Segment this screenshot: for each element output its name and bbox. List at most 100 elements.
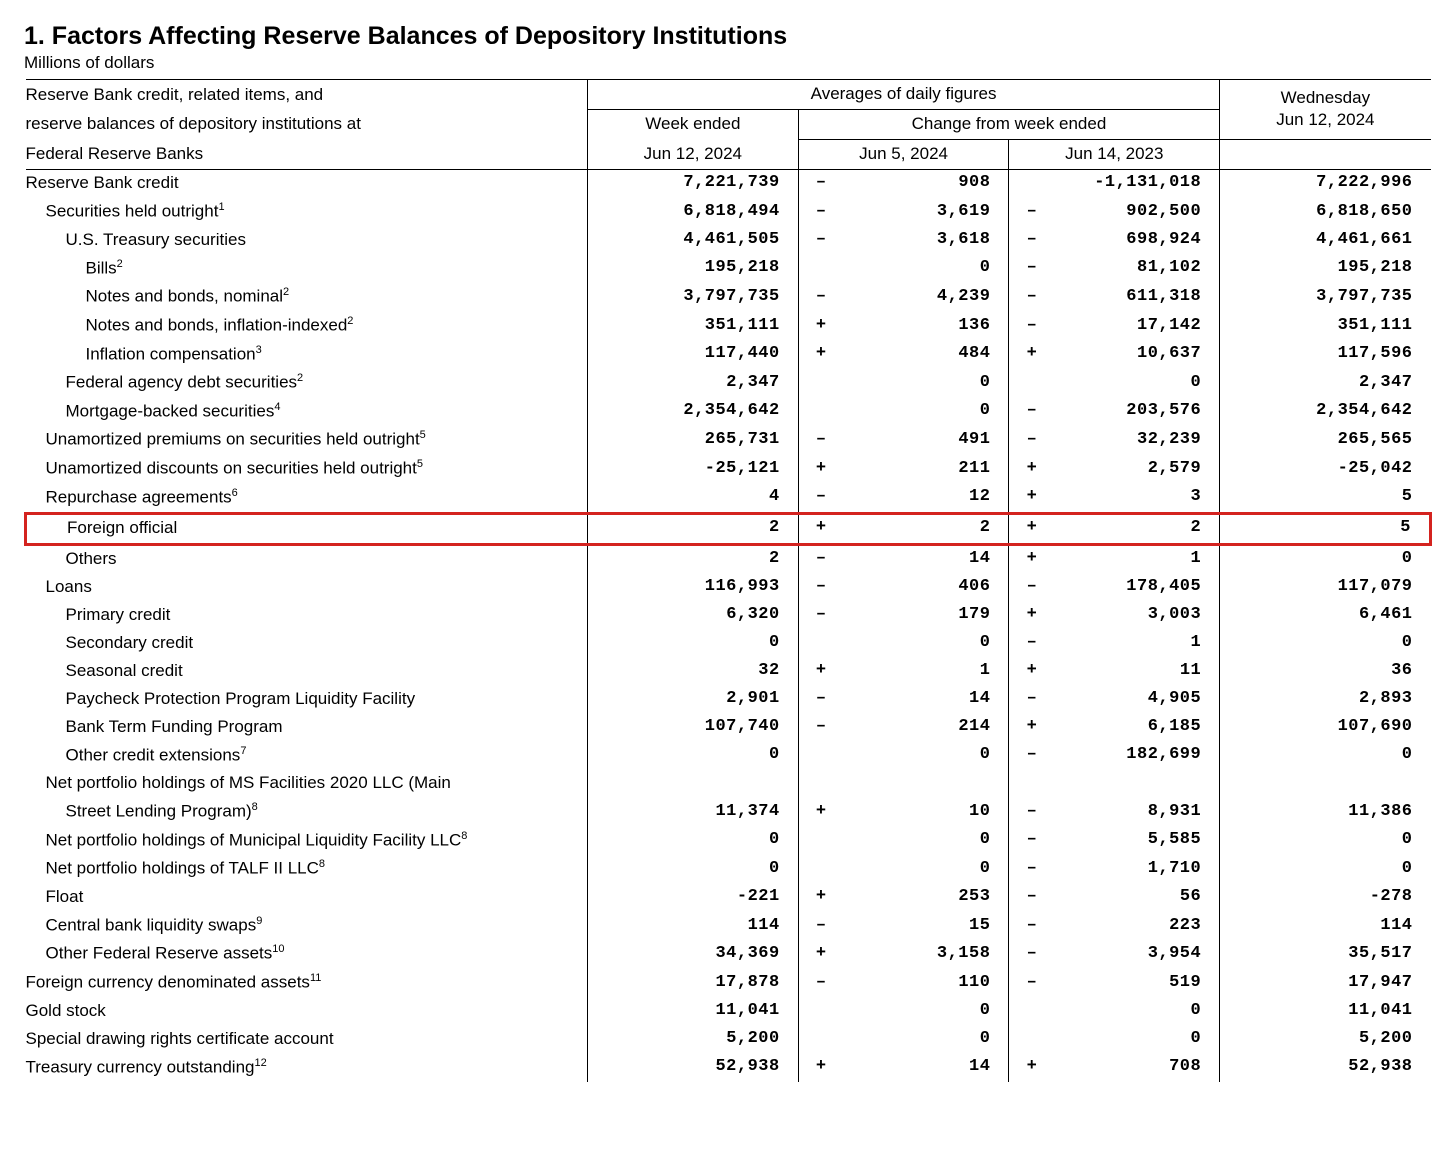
- sign-change2: –: [1009, 940, 1044, 969]
- sign-change2: –: [1009, 629, 1044, 657]
- hdr-change1: Jun 5, 2024: [798, 139, 1009, 169]
- value-change1: 0: [833, 629, 1009, 657]
- sign-change1: [798, 1025, 833, 1053]
- sign-change2: +: [1009, 657, 1044, 685]
- value-change1: 136: [833, 311, 1009, 340]
- sign-change2: –: [1009, 883, 1044, 911]
- value-change2: 611,318: [1044, 283, 1220, 312]
- value-change1: 14: [833, 544, 1009, 573]
- value-wednesday: 4,461,661: [1220, 226, 1431, 254]
- value-week: 4: [587, 483, 798, 513]
- value-change1: 110: [833, 969, 1009, 998]
- value-week: 117,440: [587, 340, 798, 369]
- row-label: Special drawing rights certificate accou…: [26, 1025, 588, 1053]
- sign-change1: [798, 997, 833, 1025]
- row-label: Repurchase agreements6: [26, 483, 588, 513]
- row-label: Unamortized premiums on securities held …: [26, 426, 588, 455]
- sign-change2: +: [1009, 1053, 1044, 1082]
- value-week: 6,818,494: [587, 198, 798, 227]
- table-row: Mortgage-backed securities42,354,6420–20…: [26, 397, 1431, 426]
- value-wednesday: 0: [1220, 855, 1431, 884]
- sign-change2: [1009, 169, 1044, 197]
- value-change2: [1044, 770, 1220, 798]
- row-label: Reserve Bank credit: [26, 169, 588, 197]
- value-week: 3,797,735: [587, 283, 798, 312]
- value-change2: 0: [1044, 997, 1220, 1025]
- value-change2: 902,500: [1044, 198, 1220, 227]
- sign-change2: –: [1009, 969, 1044, 998]
- value-week: 351,111: [587, 311, 798, 340]
- sign-change1: –: [798, 169, 833, 197]
- sign-change2: +: [1009, 713, 1044, 741]
- value-wednesday: 195,218: [1220, 254, 1431, 283]
- table-row: Other Federal Reserve assets1034,369+3,1…: [26, 940, 1431, 969]
- sign-change2: [1009, 770, 1044, 798]
- value-week: 2,354,642: [587, 397, 798, 426]
- value-wednesday: 265,565: [1220, 426, 1431, 455]
- sign-change1: [798, 741, 833, 770]
- value-wednesday: 3,797,735: [1220, 283, 1431, 312]
- table-row: Inflation compensation3117,440+484+10,63…: [26, 340, 1431, 369]
- table-row: Net portfolio holdings of MS Facilities …: [26, 770, 1431, 798]
- sign-change2: –: [1009, 741, 1044, 770]
- row-label: Notes and bonds, nominal2: [26, 283, 588, 312]
- value-change2: 2,579: [1044, 454, 1220, 483]
- value-change2: 5,585: [1044, 826, 1220, 855]
- sign-change1: –: [798, 911, 833, 940]
- table-row: Securities held outright16,818,494–3,619…: [26, 198, 1431, 227]
- hdr-desc-3: Federal Reserve Banks: [26, 139, 588, 169]
- value-change1: 2: [833, 513, 1009, 544]
- value-wednesday: 2,893: [1220, 685, 1431, 713]
- value-week: 265,731: [587, 426, 798, 455]
- sign-change1: –: [798, 426, 833, 455]
- sign-change1: –: [798, 544, 833, 573]
- hdr-week-date: Jun 12, 2024: [587, 139, 798, 169]
- value-change2: 708: [1044, 1053, 1220, 1082]
- table-row: Unamortized discounts on securities held…: [26, 454, 1431, 483]
- table-row: Repurchase agreements64–12+35: [26, 483, 1431, 513]
- value-wednesday: 351,111: [1220, 311, 1431, 340]
- value-change2: 8,931: [1044, 798, 1220, 827]
- table-row: Special drawing rights certificate accou…: [26, 1025, 1431, 1053]
- row-label: Other Federal Reserve assets10: [26, 940, 588, 969]
- sign-change1: +: [798, 513, 833, 544]
- sign-change2: +: [1009, 544, 1044, 573]
- value-change1: 3,158: [833, 940, 1009, 969]
- value-wednesday: 5: [1220, 513, 1431, 544]
- value-change1: 0: [833, 397, 1009, 426]
- row-label: Inflation compensation3: [26, 340, 588, 369]
- value-week: 116,993: [587, 574, 798, 602]
- value-change1: 3,618: [833, 226, 1009, 254]
- sign-change2: +: [1009, 601, 1044, 629]
- sign-change1: [798, 629, 833, 657]
- value-change2: 182,699: [1044, 741, 1220, 770]
- value-week: 0: [587, 826, 798, 855]
- row-label: Street Lending Program)8: [26, 798, 588, 827]
- sign-change2: –: [1009, 254, 1044, 283]
- value-week: 6,320: [587, 601, 798, 629]
- sign-change1: +: [798, 454, 833, 483]
- hdr-desc-2: reserve balances of depository instituti…: [26, 109, 588, 139]
- value-change1: 179: [833, 601, 1009, 629]
- sign-change2: –: [1009, 226, 1044, 254]
- value-week: 11,041: [587, 997, 798, 1025]
- sign-change2: [1009, 1025, 1044, 1053]
- reserve-table: Reserve Bank credit, related items, and …: [24, 79, 1432, 1082]
- row-label: Net portfolio holdings of Municipal Liqu…: [26, 826, 588, 855]
- sign-change2: –: [1009, 826, 1044, 855]
- row-label: Other credit extensions7: [26, 741, 588, 770]
- row-label: Gold stock: [26, 997, 588, 1025]
- value-week: 2: [587, 544, 798, 573]
- row-label: Bank Term Funding Program: [26, 713, 588, 741]
- table-row: Foreign currency denominated assets1117,…: [26, 969, 1431, 998]
- row-label: Loans: [26, 574, 588, 602]
- sign-change2: –: [1009, 426, 1044, 455]
- sign-change2: [1009, 997, 1044, 1025]
- value-wednesday: 6,818,650: [1220, 198, 1431, 227]
- sign-change2: –: [1009, 574, 1044, 602]
- row-label: Notes and bonds, inflation-indexed2: [26, 311, 588, 340]
- row-label: Unamortized discounts on securities held…: [26, 454, 588, 483]
- value-wednesday: 36: [1220, 657, 1431, 685]
- value-week: 5,200: [587, 1025, 798, 1053]
- sign-change2: +: [1009, 454, 1044, 483]
